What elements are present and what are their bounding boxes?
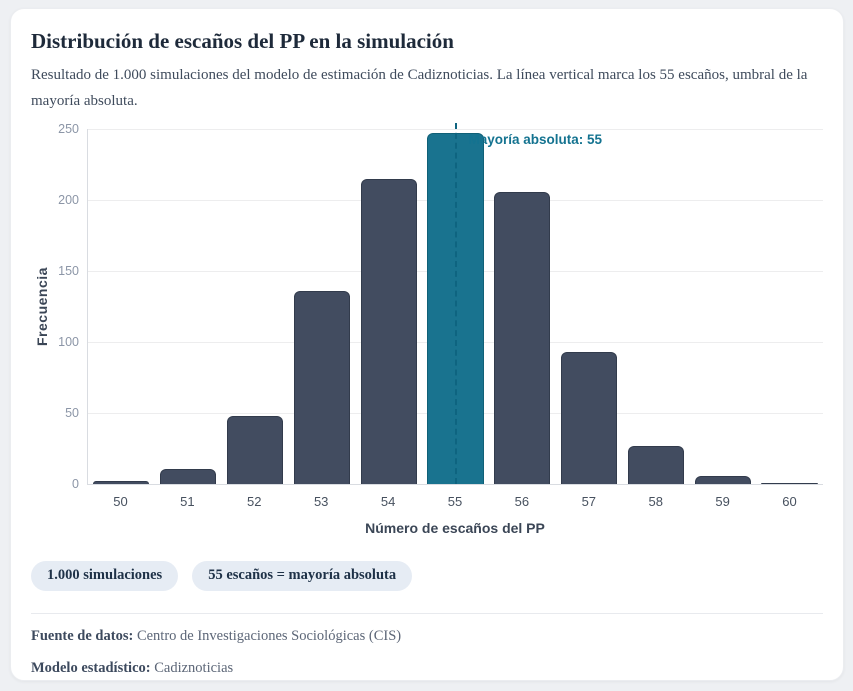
y-axis-title: Frecuencia xyxy=(34,267,50,347)
bar-slot xyxy=(756,129,823,485)
bar-slot xyxy=(489,129,556,485)
footer-model-value: Cadiznoticias xyxy=(154,659,234,676)
bar-slot xyxy=(355,129,422,485)
x-tick-label: 52 xyxy=(247,494,262,510)
bar-60[interactable] xyxy=(761,482,818,485)
bar-59[interactable] xyxy=(694,475,751,485)
x-tick-label: 53 xyxy=(313,494,329,510)
badge-simulations: 1.000 simulaciones xyxy=(31,561,179,591)
bar-50[interactable] xyxy=(93,481,150,485)
x-tick-label: 57 xyxy=(581,494,597,510)
bar-slot xyxy=(222,129,289,485)
bar-53[interactable] xyxy=(293,291,350,485)
bar-58[interactable] xyxy=(627,445,684,485)
bar-52[interactable] xyxy=(226,416,284,485)
y-tick-label: 0 xyxy=(72,477,79,492)
x-axis-title: Número de escaños del PP xyxy=(365,520,545,537)
footer-model-label: Modelo estadístico: xyxy=(31,659,151,676)
y-axis-ticks: 0 50 100 150 200 250 xyxy=(53,122,87,491)
bar-slot xyxy=(689,129,756,485)
page-title: Distribución de escaños del PP en la sim… xyxy=(31,29,454,53)
bar-slot xyxy=(88,129,155,485)
plot-column: Mayoría absoluta: 55 50 51 52 53 54 55 56 57 58 5… xyxy=(87,123,823,537)
footer: Fuente de datos: Centro de Investigacion… xyxy=(31,614,823,680)
x-tick-label: 58 xyxy=(648,494,663,510)
footer-source-value: Centro de Investigaciones Sociológicas (… xyxy=(136,627,402,644)
footer-model-row: Modelo estadístico: Cadiznoticias xyxy=(31,657,823,680)
bar-slot xyxy=(623,129,690,485)
y-tick-label: 250 xyxy=(58,122,79,137)
chart-subtitle: Resultado de 1.000 simulaciones del mode… xyxy=(31,67,808,109)
x-tick-label: 50 xyxy=(113,494,128,510)
badges-row: 1.000 simulaciones 55 escaños = mayoría … xyxy=(31,561,823,591)
majority-threshold-line xyxy=(454,123,457,485)
badge-majority: 55 escaños = mayoría absoluta xyxy=(192,561,413,591)
x-tick-label: 56 xyxy=(514,494,530,510)
bar-56[interactable] xyxy=(494,191,551,485)
y-tick-label: 100 xyxy=(58,335,79,350)
x-axis-ticks: 50 51 52 53 54 55 56 57 58 59 60 xyxy=(87,485,823,509)
y-tick-label: 200 xyxy=(58,193,79,208)
x-tick-label: 60 xyxy=(782,494,797,510)
chart-card: Distribución de escaños del PP en la sim… xyxy=(10,8,844,681)
bar-slot xyxy=(556,129,623,485)
x-tick-label: 54 xyxy=(380,494,396,510)
histogram-chart: Frecuencia 0 50 100 150 200 250 Mayoría absol… xyxy=(31,122,823,537)
footer-divider xyxy=(31,612,823,614)
bar-slot xyxy=(155,129,222,485)
bar-54[interactable] xyxy=(360,178,417,485)
plot-area: Mayoría absoluta: 55 xyxy=(87,123,823,486)
bar-57[interactable] xyxy=(561,352,618,485)
footer-source-row: Fuente de datos: Centro de Investigacion… xyxy=(31,625,823,648)
y-tick-label: 50 xyxy=(65,406,79,421)
majority-annotation: Mayoría absoluta: 55 xyxy=(468,132,603,148)
y-tick-label: 150 xyxy=(58,264,79,279)
x-tick-label: 55 xyxy=(447,494,463,510)
x-tick-label: 59 xyxy=(715,494,730,510)
x-tick-label: 51 xyxy=(180,494,195,510)
bar-51[interactable] xyxy=(160,468,217,485)
bar-slot xyxy=(288,129,355,485)
footer-source-label: Fuente de datos: xyxy=(31,627,134,644)
